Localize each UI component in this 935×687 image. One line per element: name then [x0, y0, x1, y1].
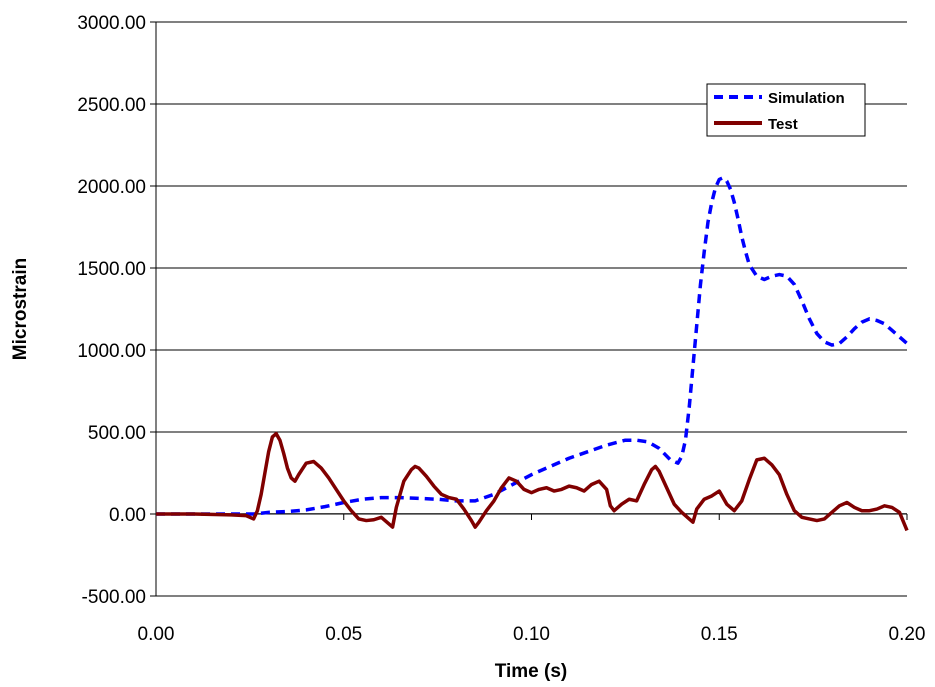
- series-line-test: [156, 431, 909, 532]
- x-tick-label: 0.20: [889, 624, 926, 645]
- x-tick-label: 0.15: [701, 624, 738, 645]
- y-tick-label: 500.00: [88, 423, 146, 444]
- legend-box: [706, 83, 866, 137]
- legend-label-simulation: Simulation: [768, 90, 845, 107]
- series-lines: [156, 176, 909, 532]
- x-tick-labels: 0.00 0.05 0.10 0.15 0.20: [138, 514, 926, 645]
- axes: [155, 22, 907, 596]
- x-axis-title: Time (s): [495, 661, 568, 682]
- y-tick-labels: -500.00 0.00 500.00 1000.00 1500.00 2000.00 25…: [77, 13, 156, 608]
- series-line-simulation: [156, 176, 909, 516]
- y-tick-label: 2500.00: [77, 95, 146, 116]
- legend: Simulation Test: [706, 83, 866, 137]
- y-tick-label: 3000.00: [77, 13, 146, 34]
- y-tick-label: 2000.00: [77, 177, 146, 198]
- y-axis-title: Microstrain: [10, 258, 31, 360]
- legend-label-test: Test: [768, 116, 798, 133]
- x-tick-label: 0.00: [138, 624, 175, 645]
- y-tick-label: 1000.00: [77, 341, 146, 362]
- y-tick-label: -500.00: [82, 587, 146, 608]
- x-tick-label: 0.10: [513, 624, 550, 645]
- y-tick-label: 0.00: [109, 505, 146, 526]
- x-tick-label: 0.05: [325, 624, 362, 645]
- y-tick-label: 1500.00: [77, 259, 146, 280]
